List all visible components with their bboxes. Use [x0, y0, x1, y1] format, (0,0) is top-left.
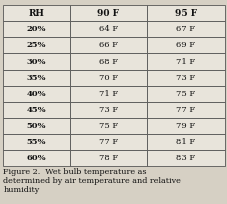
Text: 78 F: 78 F — [99, 154, 118, 162]
Bar — [69, 5, 147, 21]
Text: 81 F: 81 F — [175, 138, 195, 146]
Bar — [147, 118, 224, 134]
Bar — [147, 102, 224, 118]
Bar — [3, 37, 69, 53]
Text: 67 F: 67 F — [175, 25, 195, 33]
Text: 95 F: 95 F — [174, 9, 196, 18]
Bar — [69, 86, 147, 102]
Bar — [69, 53, 147, 70]
Text: 55%: 55% — [27, 138, 46, 146]
Bar — [3, 86, 69, 102]
Text: 20%: 20% — [27, 25, 46, 33]
Bar — [147, 86, 224, 102]
Text: 69 F: 69 F — [175, 41, 195, 49]
Text: Figure 2.  Wet bulb temperature as
determined by air temperature and relative
hu: Figure 2. Wet bulb temperature as determ… — [3, 168, 180, 194]
Bar — [147, 134, 224, 150]
Text: 50%: 50% — [27, 122, 46, 130]
Bar — [69, 150, 147, 166]
Bar — [3, 21, 69, 37]
Bar — [147, 70, 224, 86]
Text: 30%: 30% — [27, 58, 46, 65]
Text: 75 F: 75 F — [175, 90, 195, 98]
Bar — [3, 53, 69, 70]
Text: 71 F: 71 F — [99, 90, 118, 98]
Text: 90 F: 90 F — [97, 9, 119, 18]
Bar — [147, 150, 224, 166]
Bar — [3, 118, 69, 134]
Bar — [69, 21, 147, 37]
Bar — [69, 134, 147, 150]
Bar — [69, 118, 147, 134]
Bar — [3, 70, 69, 86]
Bar — [3, 134, 69, 150]
Bar — [147, 53, 224, 70]
Text: 73 F: 73 F — [175, 74, 195, 82]
Text: 79 F: 79 F — [175, 122, 195, 130]
Bar — [69, 70, 147, 86]
Bar — [147, 21, 224, 37]
Text: 66 F: 66 F — [99, 41, 117, 49]
Text: 73 F: 73 F — [99, 106, 118, 114]
Bar — [3, 102, 69, 118]
Bar — [147, 5, 224, 21]
Text: 77 F: 77 F — [99, 138, 118, 146]
Text: 64 F: 64 F — [99, 25, 118, 33]
Text: 68 F: 68 F — [99, 58, 118, 65]
Bar — [3, 150, 69, 166]
Text: 70 F: 70 F — [99, 74, 118, 82]
Text: 45%: 45% — [27, 106, 46, 114]
Bar — [147, 37, 224, 53]
Bar — [69, 37, 147, 53]
Text: 40%: 40% — [27, 90, 46, 98]
Text: 71 F: 71 F — [175, 58, 195, 65]
Text: 83 F: 83 F — [175, 154, 195, 162]
Bar — [3, 5, 69, 21]
Text: 75 F: 75 F — [99, 122, 118, 130]
Bar — [69, 102, 147, 118]
Text: RH: RH — [29, 9, 44, 18]
Text: 25%: 25% — [27, 41, 46, 49]
Text: 60%: 60% — [27, 154, 46, 162]
Text: 35%: 35% — [27, 74, 46, 82]
Text: 77 F: 77 F — [175, 106, 195, 114]
